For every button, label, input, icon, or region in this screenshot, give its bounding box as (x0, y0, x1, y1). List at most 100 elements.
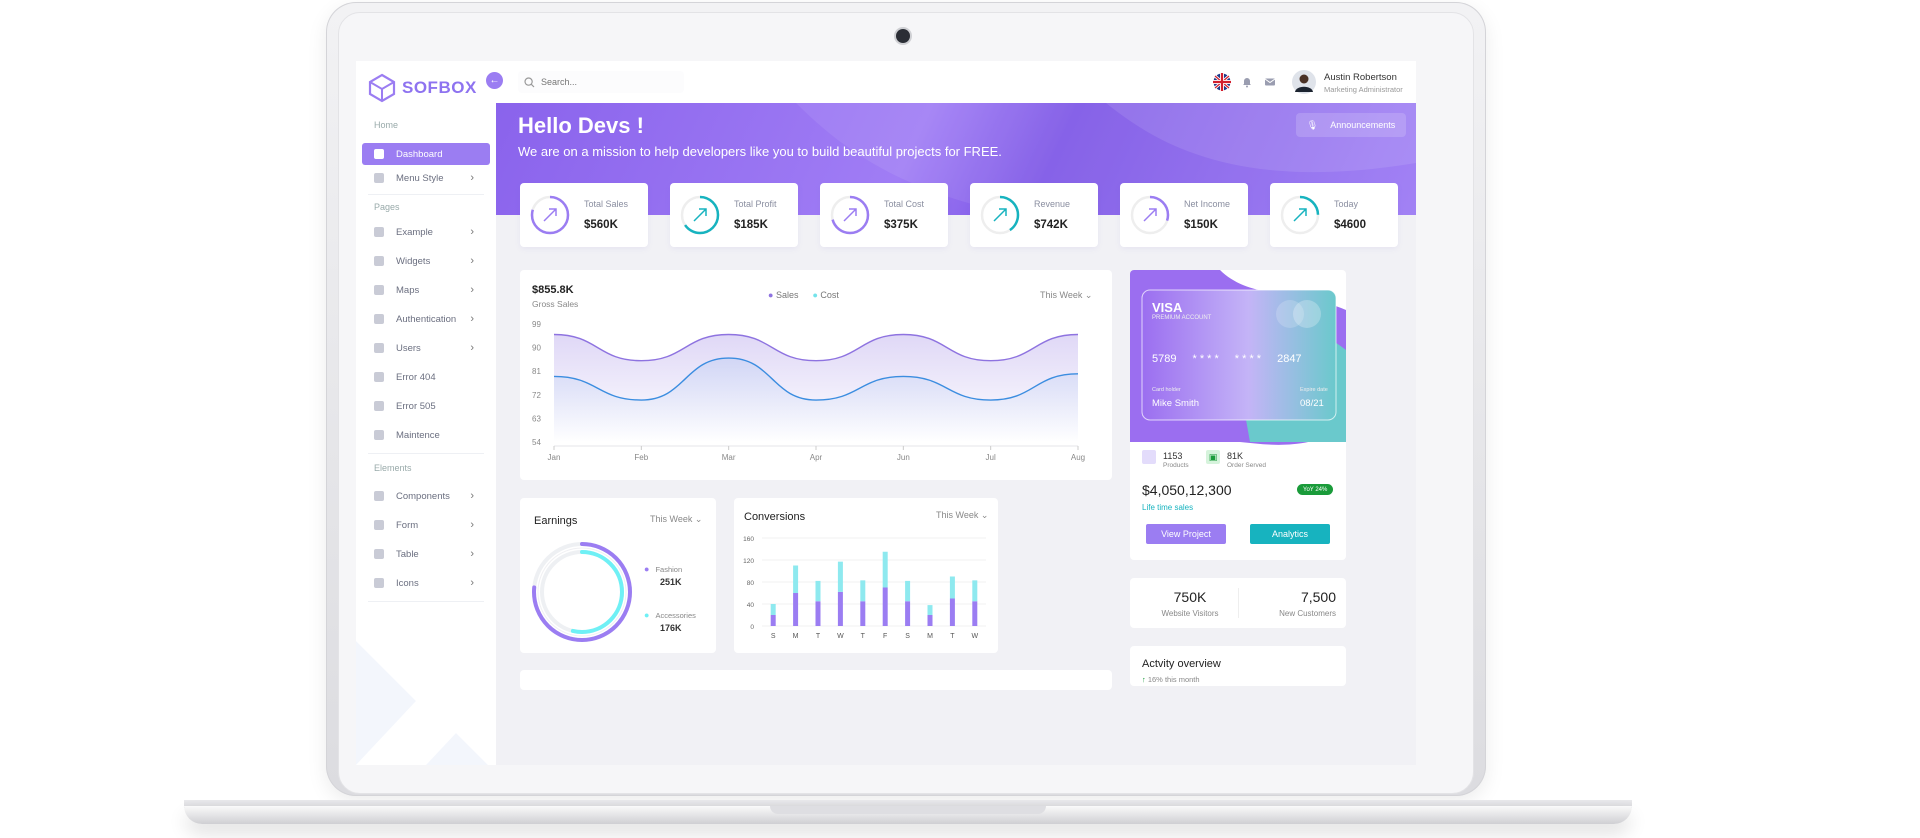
sidebar-item-menu-style[interactable]: Menu Style › (362, 167, 490, 189)
chevron-right-icon: › (470, 255, 474, 267)
x-tick-label: W (971, 633, 978, 640)
user-role: Marketing Administrator (1324, 85, 1403, 94)
laptop-hinge (184, 800, 1632, 808)
earnings-card: Earnings This Week ⌄ ● Fashion 251K ● Acce… (520, 498, 716, 653)
card-number-1: 5789 (1152, 353, 1177, 365)
stat-label: Total Cost (884, 199, 925, 209)
widgets-icon (374, 256, 384, 266)
expire-date: 08/21 (1300, 398, 1324, 409)
x-tick-label: Aug (1071, 453, 1085, 462)
sidebar-item-example[interactable]: Example › (362, 221, 490, 243)
sidebar-item-error-505[interactable]: Error 505 (362, 395, 490, 417)
sidebar-item-icons[interactable]: Icons › (362, 572, 490, 594)
bar-lower (815, 601, 821, 626)
y-tick-label: 160 (743, 536, 754, 543)
sidebar-item-authentication[interactable]: Authentication › (362, 308, 490, 330)
sidebar-item-form[interactable]: Form › (362, 514, 490, 536)
sidebar-item-maintence[interactable]: Maintence (362, 424, 490, 446)
gross-sales-line-chart: 99 90 81 72 63 54 Jan Feb Mar Apr Jun Jul Aug (532, 320, 1085, 462)
stat-value: $4600 (1334, 219, 1366, 231)
expire-label: Expire date (1300, 387, 1328, 393)
bar-upper (882, 551, 888, 588)
uk-flag-icon[interactable] (1213, 73, 1231, 91)
analytics-button[interactable]: Analytics (1250, 524, 1330, 544)
conversions-range-dropdown[interactable]: This Week ⌄ (936, 510, 988, 521)
bar-lower (905, 601, 911, 626)
y-tick-label: 120 (743, 558, 754, 565)
legend-cost[interactable]: ● Cost (812, 290, 839, 300)
sidebar-item-label: Form (396, 519, 419, 531)
bar-upper (972, 580, 978, 602)
sidebar-decoration (356, 641, 488, 765)
y-tick-label: 63 (532, 414, 541, 423)
bar-lower (793, 593, 799, 626)
bar-lower (860, 601, 866, 626)
sidebar-item-dashboard[interactable]: Dashboard (362, 143, 490, 165)
card-number-2: * * * * (1192, 353, 1219, 365)
stat-card-net-income: Net Income $150K (1120, 183, 1248, 247)
view-project-button[interactable]: View Project (1146, 524, 1226, 544)
sidebar-item-label: Icons (396, 577, 419, 589)
bar-upper (770, 604, 776, 615)
mail-icon[interactable] (1264, 76, 1276, 88)
stat-card-revenue: Revenue $742K (970, 183, 1098, 247)
bell-icon[interactable] (1241, 76, 1253, 88)
series-line-cost (553, 357, 1079, 401)
sidebar-item-widgets[interactable]: Widgets › (362, 250, 490, 272)
gross-sales-card: $855.8K Gross Sales ● Sales ● Cost This … (520, 270, 1112, 480)
x-tick-label: W (837, 633, 844, 640)
x-tick-label: T (950, 633, 955, 640)
table-icon (374, 549, 384, 559)
screen: SOFBOX Home Dashboard Menu Style › Pages … (356, 61, 1416, 765)
divider (368, 453, 484, 454)
activity-card: Actvity overview ↑ 16% this month (1130, 646, 1346, 686)
earnings-legend-accessories: ● Accessories (644, 610, 696, 620)
stat-card-total-cost: Total Cost $375K (820, 183, 948, 247)
example-icon (374, 227, 384, 237)
search-input[interactable] (541, 77, 671, 87)
chevron-right-icon: › (470, 313, 474, 325)
products-count: 1153 (1163, 451, 1183, 461)
x-tick-label: S (771, 633, 776, 640)
sidebar-item-label: Example (396, 226, 433, 238)
lifetime-amount: $4,050,12,300 (1142, 482, 1232, 498)
earnings-range-label: This Week (650, 514, 693, 524)
chevron-right-icon: › (470, 172, 474, 184)
stat-label: Today (1334, 199, 1359, 209)
chevron-right-icon: › (470, 284, 474, 296)
user-name[interactable]: Austin Robertson (1324, 72, 1397, 83)
gross-range-dropdown[interactable]: This Week ⌄ (1040, 290, 1092, 301)
sidebar-item-label: Widgets (396, 255, 431, 267)
stat-value: $560K (584, 219, 618, 231)
bar-upper (905, 580, 911, 602)
chevron-right-icon: › (470, 342, 474, 354)
sidebar-item-maps[interactable]: Maps › (362, 279, 490, 301)
legend-sales[interactable]: ● Sales (768, 290, 799, 300)
visa-type: PREMIUM ACCOUNT (1152, 315, 1212, 321)
shield-icon (374, 314, 384, 324)
sidebar-item-components[interactable]: Components › (362, 485, 490, 507)
basket-icon: ▣ (1206, 450, 1220, 464)
sidebar: SOFBOX Home Dashboard Menu Style › Pages … (356, 61, 496, 765)
sidebar-item-users[interactable]: Users › (362, 337, 490, 359)
chevron-right-icon: › (470, 519, 474, 531)
donut-track (537, 547, 627, 637)
sidebar-item-error-404[interactable]: Error 404 (362, 366, 490, 388)
avatar[interactable] (1292, 70, 1316, 94)
topbar: Austin Robertson Marketing Administrator (496, 61, 1416, 103)
collapse-sidebar-button[interactable]: ← (486, 72, 503, 89)
form-icon (374, 520, 384, 530)
bar-lower (927, 615, 933, 626)
bar-upper (815, 580, 821, 602)
yoy-badge: YoY 24% (1297, 484, 1334, 495)
logo[interactable]: SOFBOX (368, 71, 477, 105)
earnings-range-dropdown[interactable]: This Week ⌄ (650, 514, 702, 525)
warning-icon (374, 401, 384, 411)
sidebar-item-table[interactable]: Table › (362, 543, 490, 565)
sidebar-item-label: Components (396, 490, 450, 502)
announcements-button[interactable]: 🎙 Announcements (1296, 113, 1406, 137)
hero-title: Hello Devs ! (518, 113, 644, 138)
accessories-label: Accessories (655, 611, 696, 620)
slice-accessories (540, 550, 624, 634)
maintenance-icon (374, 430, 384, 440)
